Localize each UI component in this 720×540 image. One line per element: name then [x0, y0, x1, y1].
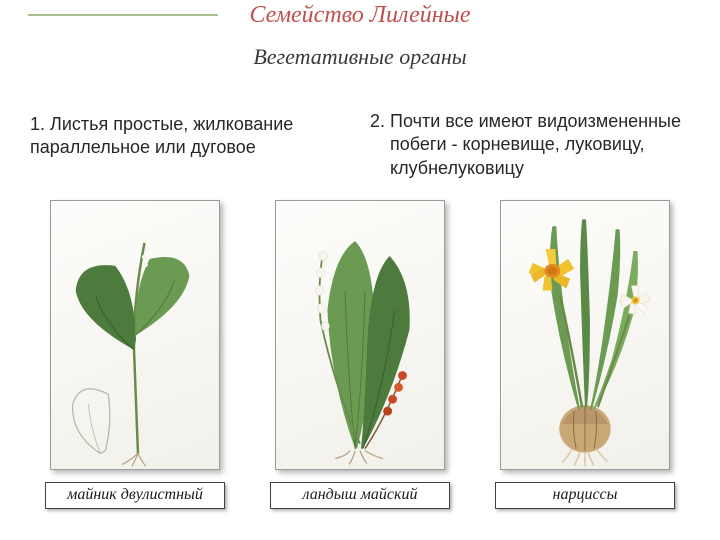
figures-row: майник двулистный	[0, 200, 720, 509]
slide-subtitle: Вегетативные органы	[0, 44, 720, 70]
figure-2: ландыш майский	[270, 200, 450, 509]
figure-3: нарциссы	[495, 200, 675, 509]
caption-3: нарциссы	[495, 482, 675, 509]
caption-2: ландыш майский	[270, 482, 450, 509]
plant-illustration-2	[275, 200, 445, 470]
bullet-point-2: 2. Почти все имеют видоизмененные побеги…	[370, 110, 700, 180]
plant-illustration-3	[500, 200, 670, 470]
caption-1: майник двулистный	[45, 482, 225, 509]
figure-1: майник двулистный	[45, 200, 225, 509]
bullet-point-1: 1. Листья простые, жилкование параллельн…	[30, 113, 340, 160]
plant-illustration-1	[50, 200, 220, 470]
slide-title: Семейство Лилейные	[0, 2, 720, 29]
